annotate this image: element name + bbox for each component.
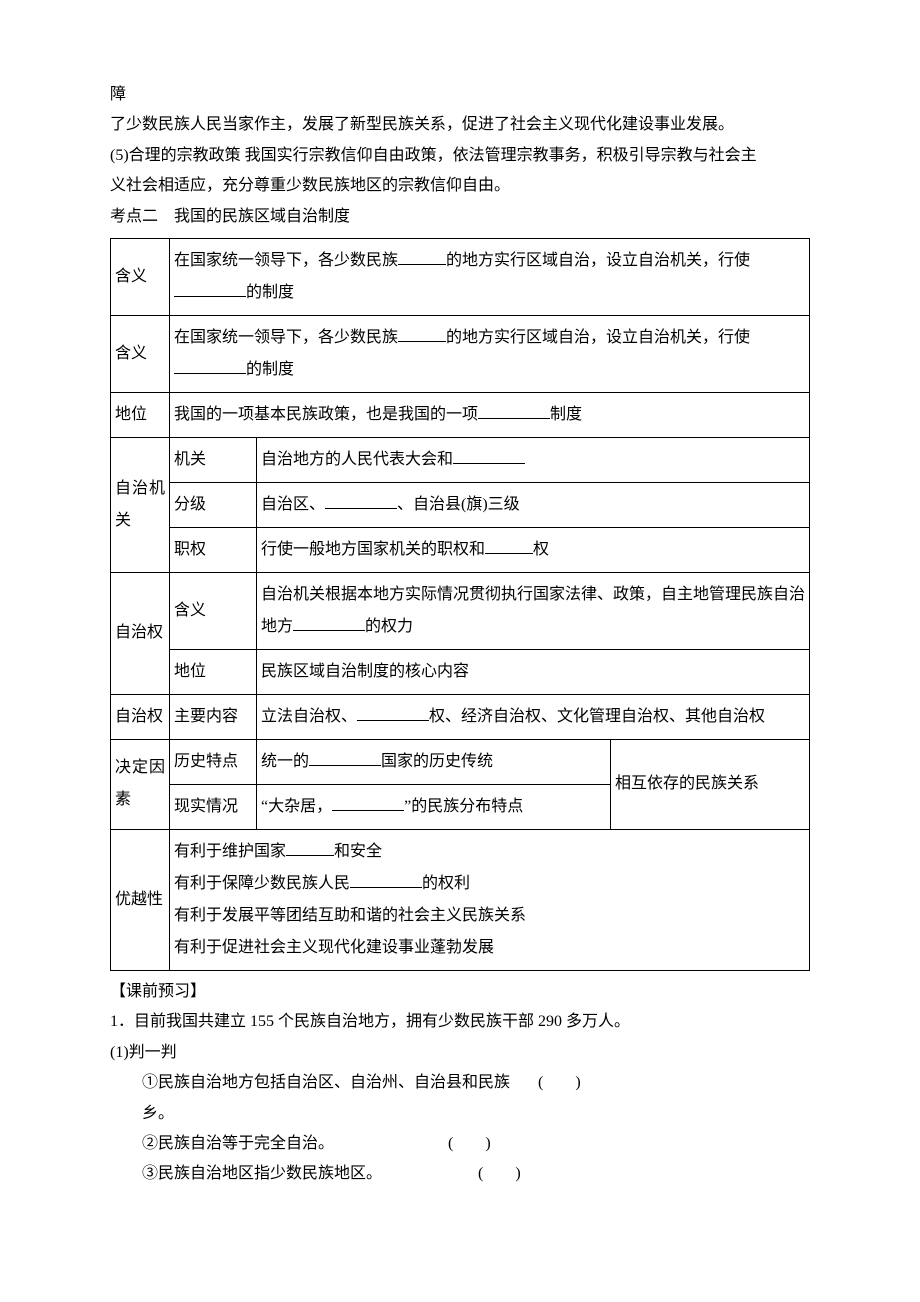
cell-label: 含义 <box>111 315 170 392</box>
fill-blank[interactable] <box>325 492 397 509</box>
judge-item: ①民族自治地方包括自治区、自治州、自治县和民族乡。 ( ) <box>110 1068 810 1129</box>
cell-sublabel: 分级 <box>170 482 257 527</box>
judge-item: ②民族自治等于完全自治。 ( ) <box>110 1129 810 1159</box>
judge-paren[interactable]: ( ) <box>432 1129 491 1159</box>
cell-sublabel: 现实情况 <box>170 784 257 829</box>
fill-blank[interactable] <box>286 839 334 856</box>
cell-content: 我国的一项基本民族政策，也是我国的一项 制度 <box>170 392 810 437</box>
heading-topic-2: 考点二 我国的民族区域自治制度 <box>110 202 810 232</box>
fill-blank[interactable] <box>453 447 525 464</box>
cell-content: “大杂居， ”的民族分布特点 <box>257 784 611 829</box>
cell-content: 立法自治权、 权、经济自治权、文化管理自治权、其他自治权 <box>257 694 810 739</box>
judge-text: ①民族自治地方包括自治区、自治州、自治县和民族乡。 <box>142 1068 522 1129</box>
text: 权 <box>533 541 549 558</box>
text: 有利于保障少数民族人民 <box>174 875 350 892</box>
para-intro-2: 了少数民族人民当家作主，发展了新型民族关系，促进了社会主义现代化建设事业发展。 <box>110 110 810 140</box>
cell-content: 行使一般地方国家机关的职权和 权 <box>257 527 810 572</box>
fill-blank[interactable] <box>174 357 246 374</box>
question-1: 1．目前我国共建立 155 个民族自治地方，拥有少数民族干部 290 多万人。 <box>110 1007 810 1037</box>
cell-label: 自治机关 <box>111 437 170 572</box>
text: ”的民族分布特点 <box>404 798 523 815</box>
cell-sublabel: 主要内容 <box>170 694 257 739</box>
text: 权、经济自治权、文化管理自治权、其他自治权 <box>429 708 765 725</box>
cell-sublabel: 历史特点 <box>170 739 257 784</box>
text: 的权利 <box>422 875 470 892</box>
text: 和安全 <box>334 843 382 860</box>
para-intro-3b: 义社会相适应，充分尊重少数民族地区的宗教信仰自由。 <box>110 171 810 201</box>
cell-content: 民族区域自治制度的核心内容 <box>257 649 810 694</box>
table-row: 含义 在国家统一领导下，各少数民族 的地方实行区域自治，设立自治机关，行使的制度 <box>111 315 810 392</box>
cell-sublabel: 职权 <box>170 527 257 572</box>
fill-blank[interactable] <box>357 704 429 721</box>
cell-label: 含义 <box>111 238 170 315</box>
cell-label: 优越性 <box>111 829 170 970</box>
judge-paren[interactable]: ( ) <box>462 1159 521 1189</box>
cell-content: 在国家统一领导下，各少数民族 的地方实行区域自治，设立自治机关，行使的制度 <box>170 315 810 392</box>
section-preview-heading: 【课前预习】 <box>110 977 810 1007</box>
text: 在国家统一领导下，各少数民族 <box>174 252 398 269</box>
para-intro-3a: (5)合理的宗教政策 我国实行宗教信仰自由政策，依法管理宗教事务，积极引导宗教与… <box>110 141 810 171</box>
text: 有利于维护国家 <box>174 843 286 860</box>
fill-blank[interactable] <box>332 794 404 811</box>
cell-content: 自治区、 、自治县(旗)三级 <box>257 482 810 527</box>
cell-content: 有利于维护国家 和安全 有利于保障少数民族人民 的权利 有利于发展平等团结互助和谐的… <box>170 829 810 970</box>
text: 立法自治权、 <box>261 708 357 725</box>
fill-blank[interactable] <box>398 248 446 265</box>
text: 自治区、 <box>261 496 325 513</box>
judge-paren[interactable]: ( ) <box>522 1068 581 1129</box>
table-row: 地位 我国的一项基本民族政策，也是我国的一项 制度 <box>111 392 810 437</box>
cell-sublabel: 地位 <box>170 649 257 694</box>
table-row: 自治机关 机关 自治地方的人民代表大会和 <box>111 437 810 482</box>
cell-label: 自治权 <box>111 694 170 739</box>
table-row: 自治权 主要内容 立法自治权、 权、经济自治权、文化管理自治权、其他自治权 <box>111 694 810 739</box>
text: 的制度 <box>246 361 294 378</box>
cell-content: 相互依存的民族关系 <box>611 739 810 829</box>
judge-item: ③民族自治地区指少数民族地区。 ( ) <box>110 1159 810 1189</box>
cell-sublabel: 机关 <box>170 437 257 482</box>
text: 制度 <box>550 406 582 423</box>
text: 有利于促进社会主义现代化建设事业蓬勃发展 <box>174 932 805 964</box>
cell-content: 在国家统一领导下，各少数民族 的地方实行区域自治，设立自治机关，行使的制度 <box>170 238 810 315</box>
table-row: 决定因素 历史特点 统一的国家的历史传统 相互依存的民族关系 <box>111 739 810 784</box>
text: 有利于发展平等团结互助和谐的社会主义民族关系 <box>174 900 805 932</box>
cell-label: 决定因素 <box>111 739 170 829</box>
para-intro-1: 障 <box>110 80 810 110</box>
fill-blank[interactable] <box>293 614 365 631</box>
table-row: 分级 自治区、 、自治县(旗)三级 <box>111 482 810 527</box>
cell-label: 地位 <box>111 392 170 437</box>
text: 的地方实行区域自治，设立自治机关，行使 <box>446 252 750 269</box>
text: 在国家统一领导下，各少数民族 <box>174 329 398 346</box>
cell-content: 自治机关根据本地方实际情况贯彻执行国家法律、政策，自主地管理民族自治地方的权力 <box>257 572 810 649</box>
text: 行使一般地方国家机关的职权和 <box>261 541 485 558</box>
fill-blank[interactable] <box>309 749 381 766</box>
cell-content: 统一的 国家的历史传统 <box>257 739 611 784</box>
text: 我国的一项基本民族政策，也是我国的一项 <box>174 406 478 423</box>
text: 、自治县(旗)三级 <box>397 496 520 513</box>
table-row: 地位 民族区域自治制度的核心内容 <box>111 649 810 694</box>
question-1-1: (1)判一判 <box>110 1038 810 1068</box>
judge-text: ③民族自治地区指少数民族地区。 <box>142 1159 462 1189</box>
text: 的地方实行区域自治，设立自治机关，行使 <box>446 329 750 346</box>
text: 的制度 <box>246 284 294 301</box>
cell-label: 自治权 <box>111 572 170 694</box>
table-row: 含义 在国家统一领导下，各少数民族 的地方实行区域自治，设立自治机关，行使的制度 <box>111 238 810 315</box>
fill-blank[interactable] <box>174 280 246 297</box>
fill-blank[interactable] <box>398 325 446 342</box>
text: 自治地方的人民代表大会和 <box>261 451 453 468</box>
text: 的权力 <box>365 618 413 635</box>
text: 统一的 <box>261 753 309 770</box>
judge-text: ②民族自治等于完全自治。 <box>142 1129 432 1159</box>
table-row: 自治权 含义 自治机关根据本地方实际情况贯彻执行国家法律、政策，自主地管理民族自… <box>111 572 810 649</box>
table-row: 职权 行使一般地方国家机关的职权和 权 <box>111 527 810 572</box>
cell-content: 自治地方的人民代表大会和 <box>257 437 810 482</box>
table-row: 优越性 有利于维护国家 和安全 有利于保障少数民族人民 的权利 有利于发展平等团结互… <box>111 829 810 970</box>
autonomy-table: 含义 在国家统一领导下，各少数民族的地方实行区域自治，设立自治机关，行使的制度 … <box>110 238 810 971</box>
text: 国家的历史传统 <box>381 753 493 770</box>
fill-blank[interactable] <box>478 402 550 419</box>
fill-blank[interactable] <box>350 871 422 888</box>
cell-sublabel: 含义 <box>170 572 257 649</box>
fill-blank[interactable] <box>485 537 533 554</box>
text: “大杂居， <box>261 798 332 815</box>
